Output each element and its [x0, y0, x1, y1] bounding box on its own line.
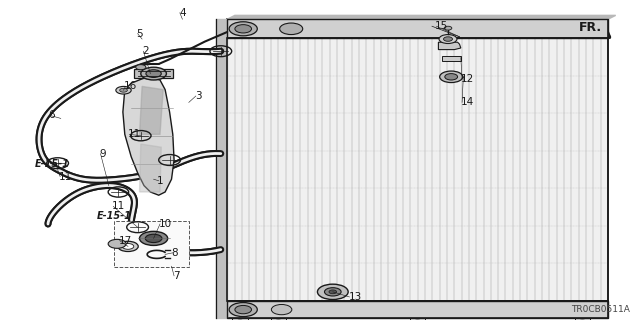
Bar — [575, 318, 590, 320]
Circle shape — [280, 23, 303, 35]
Text: 15: 15 — [435, 20, 449, 31]
Circle shape — [140, 231, 168, 245]
Text: 1: 1 — [157, 176, 163, 186]
Text: 13: 13 — [349, 292, 362, 302]
Circle shape — [440, 71, 463, 83]
Text: 2: 2 — [142, 46, 148, 56]
Polygon shape — [140, 144, 161, 192]
Text: 3: 3 — [195, 91, 202, 101]
Bar — [227, 38, 608, 301]
Text: 4: 4 — [179, 8, 186, 18]
Text: 8: 8 — [172, 248, 178, 258]
Circle shape — [141, 67, 166, 80]
Text: 9: 9 — [99, 148, 106, 159]
Circle shape — [122, 244, 134, 249]
Text: 12: 12 — [461, 74, 474, 84]
Circle shape — [317, 284, 348, 300]
Text: 5: 5 — [136, 28, 143, 39]
Bar — [410, 318, 425, 320]
Circle shape — [108, 239, 126, 248]
Bar — [227, 301, 608, 318]
Polygon shape — [140, 86, 163, 134]
Text: 7: 7 — [173, 271, 179, 281]
Circle shape — [444, 37, 452, 41]
Bar — [227, 38, 608, 301]
Text: 11: 11 — [128, 129, 141, 140]
Text: FR.: FR. — [579, 21, 602, 34]
Circle shape — [444, 26, 452, 30]
Text: 11: 11 — [112, 201, 125, 212]
Circle shape — [271, 305, 292, 315]
Circle shape — [146, 70, 161, 77]
Polygon shape — [227, 15, 616, 19]
Circle shape — [136, 65, 146, 70]
Circle shape — [439, 35, 457, 44]
Circle shape — [229, 303, 257, 317]
Text: 17: 17 — [118, 236, 132, 246]
Circle shape — [120, 88, 127, 92]
Bar — [227, 19, 608, 38]
Circle shape — [145, 234, 162, 243]
Text: 10: 10 — [159, 219, 172, 229]
Text: 14: 14 — [461, 97, 474, 108]
Bar — [227, 19, 608, 38]
Text: E-15-1: E-15-1 — [35, 159, 70, 169]
Bar — [442, 56, 461, 61]
Circle shape — [235, 305, 252, 314]
Text: 16: 16 — [124, 81, 137, 92]
Bar — [114, 221, 189, 267]
Polygon shape — [123, 77, 174, 195]
Text: 6: 6 — [48, 110, 54, 120]
Text: 11: 11 — [59, 172, 72, 182]
Bar — [134, 69, 173, 78]
Circle shape — [235, 25, 252, 33]
Bar — [271, 318, 286, 320]
Circle shape — [329, 290, 337, 294]
Bar — [227, 301, 608, 318]
Text: TR0CB0511A: TR0CB0511A — [572, 305, 630, 314]
Text: E-15-1: E-15-1 — [97, 211, 131, 221]
Polygon shape — [216, 19, 227, 318]
Bar — [232, 318, 248, 320]
Circle shape — [229, 22, 257, 36]
Circle shape — [116, 86, 131, 94]
Circle shape — [445, 74, 458, 80]
Polygon shape — [438, 42, 461, 50]
Circle shape — [118, 241, 138, 252]
Circle shape — [324, 288, 341, 296]
